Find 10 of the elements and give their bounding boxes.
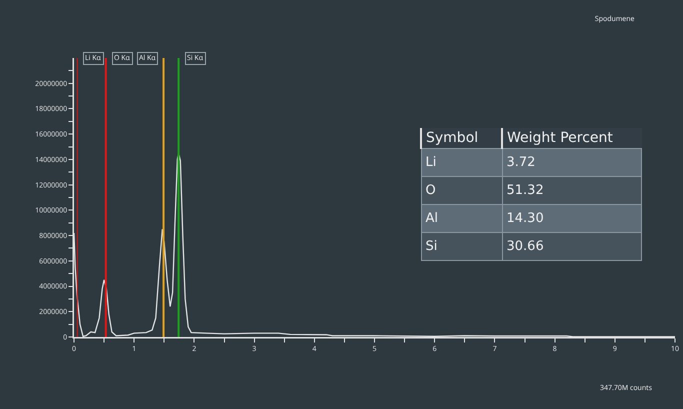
text: Weight Percent xyxy=(502,128,642,148)
category-label: Si xyxy=(421,232,502,260)
data-label: 51.32 xyxy=(502,176,642,204)
data-label: 30.66 xyxy=(502,232,642,260)
text: Symbol xyxy=(421,128,502,148)
category-label: O xyxy=(421,176,502,204)
category-label: Li xyxy=(421,148,502,176)
data-label: 3.72 xyxy=(502,148,642,176)
data-label: 14.30 xyxy=(502,204,642,232)
category-label: Al xyxy=(421,204,502,232)
